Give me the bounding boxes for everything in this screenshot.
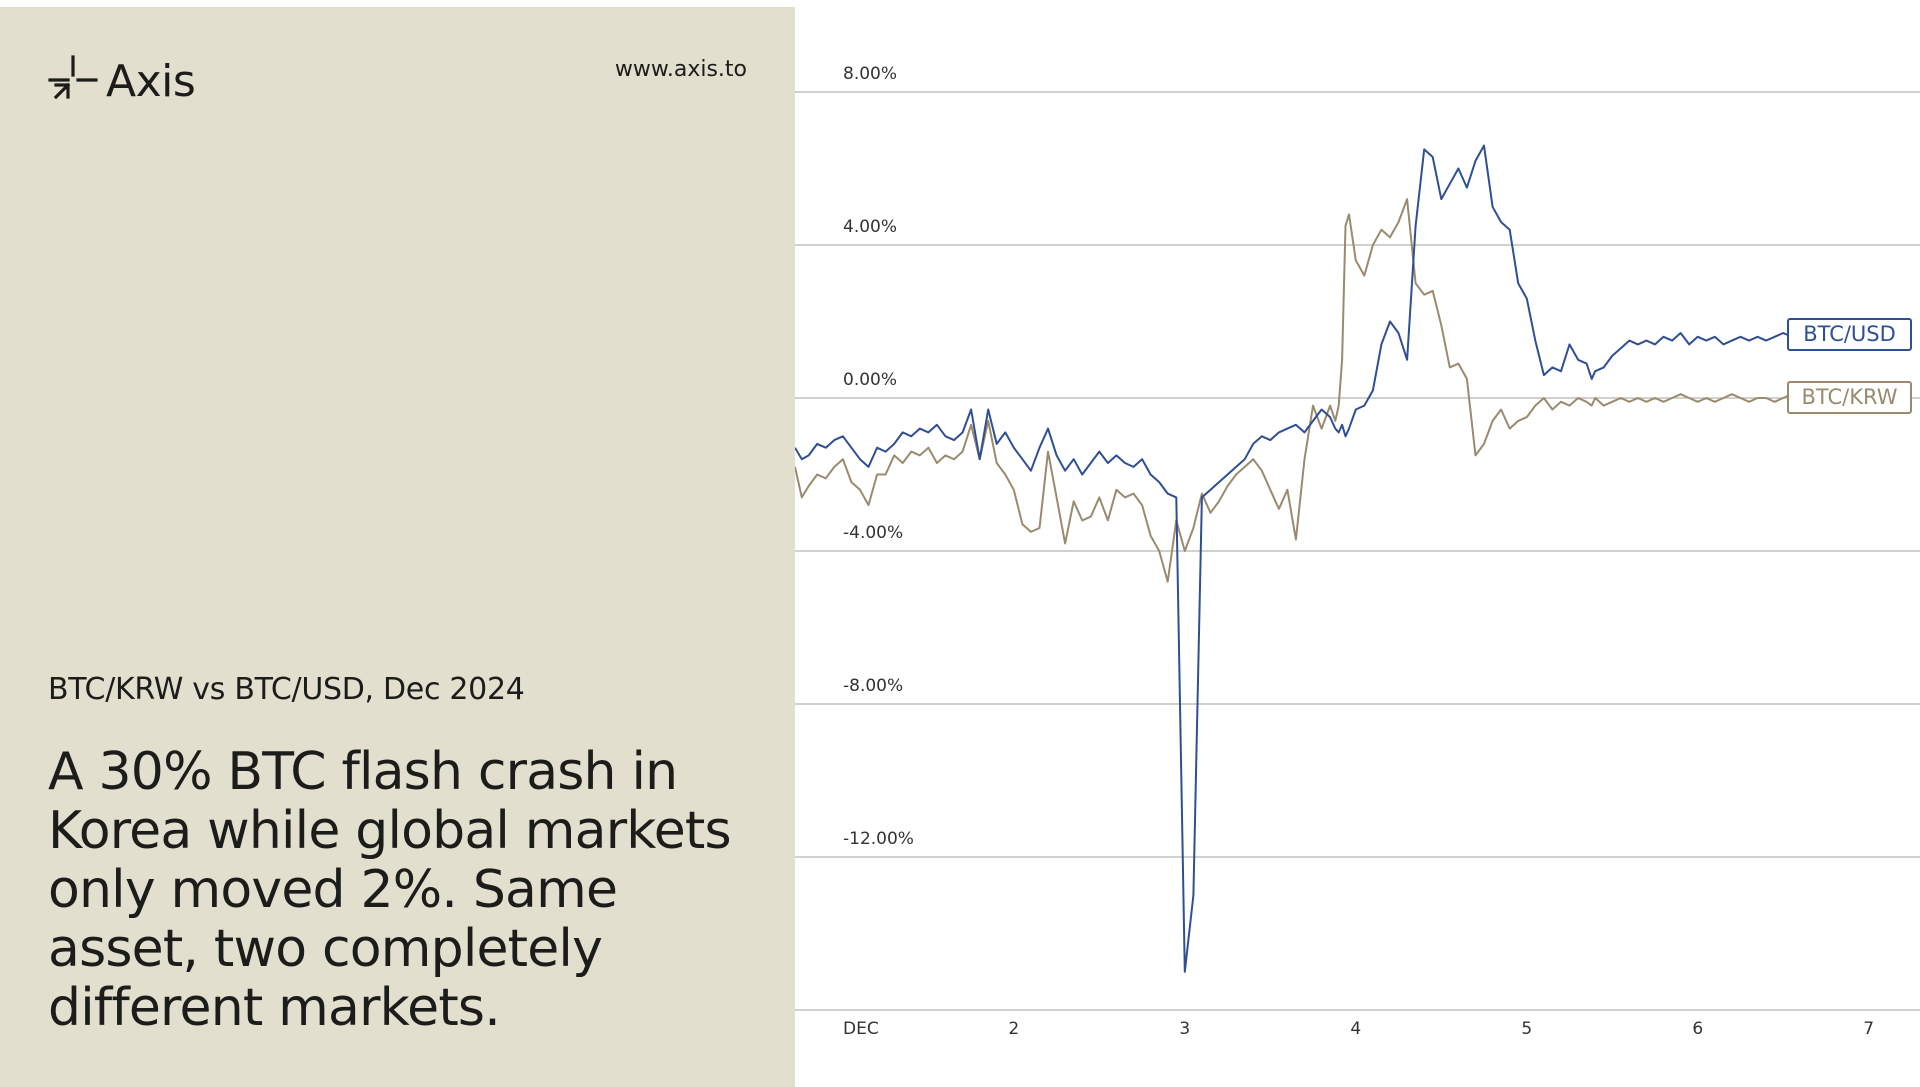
legend-btc-krw: BTC/KRW	[1787, 381, 1912, 414]
chart-area: 8.00% 4.00% 0.00% -4.00% -8.00% -12.00% DEC 2 3 4…	[795, 0, 1920, 1087]
legend-btc-usd: BTC/USD	[1787, 318, 1912, 351]
brand-logo[interactable]: Axis	[48, 55, 196, 109]
x-tick-label: 7	[1863, 1019, 1874, 1039]
y-tick-label: -4.00%	[843, 523, 903, 543]
left-panel: Axis www.axis.to BTC/KRW vs BTC/USD, Dec…	[0, 7, 795, 1087]
x-tick-label: 5	[1521, 1019, 1532, 1039]
x-tick-label: DEC	[843, 1019, 879, 1039]
y-tick-label: 0.00%	[843, 370, 897, 390]
x-tick-label: 4	[1350, 1019, 1361, 1039]
chart-subtitle: BTC/KRW vs BTC/USD, Dec 2024	[48, 672, 525, 707]
website-link[interactable]: www.axis.to	[614, 57, 747, 82]
y-tick-label: -8.00%	[843, 676, 903, 696]
series-line-btc-usd	[795, 144, 1818, 973]
y-tick-label: -12.00%	[843, 829, 914, 849]
x-tick-label: 6	[1692, 1019, 1703, 1039]
arrows-converge-icon	[48, 55, 98, 109]
x-tick-label: 2	[1008, 1019, 1019, 1039]
line-chart: 8.00% 4.00% 0.00% -4.00% -8.00% -12.00% DEC 2 3 4…	[795, 64, 1920, 1039]
headline: A 30% BTC flash crash in Korea while glo…	[48, 742, 732, 1038]
brand-name: Axis	[106, 56, 196, 107]
y-tick-label: 4.00%	[843, 217, 897, 237]
y-tick-label: 8.00%	[843, 64, 897, 84]
x-tick-label: 3	[1179, 1019, 1190, 1039]
series-line-btc-krw	[795, 198, 1818, 583]
